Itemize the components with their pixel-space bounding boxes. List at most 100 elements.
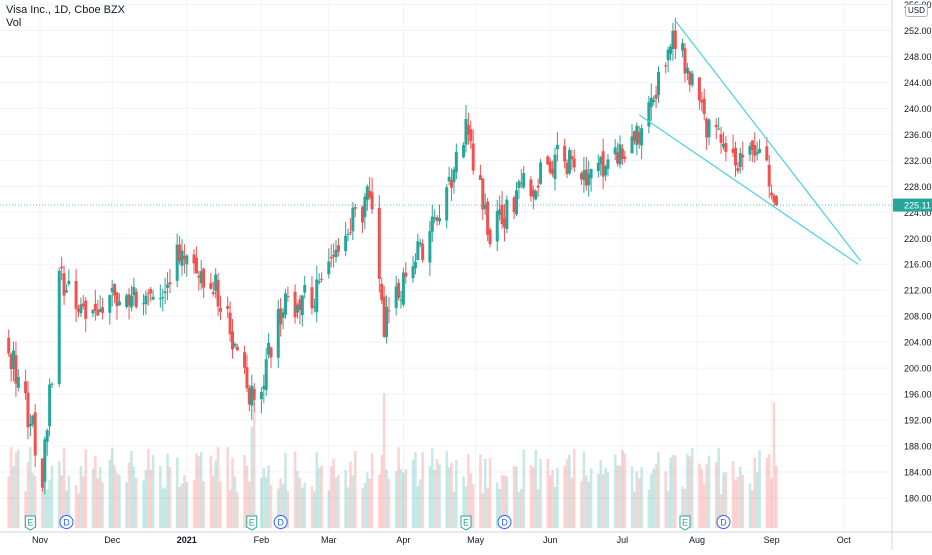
candle-body	[9, 354, 13, 370]
volume-bar	[568, 454, 571, 528]
candle-body	[178, 244, 182, 262]
time-tick-label: Jun	[543, 535, 558, 545]
volume-bar	[286, 490, 290, 528]
candle-body	[269, 347, 273, 358]
candle-body	[262, 385, 266, 390]
candle-body	[666, 49, 670, 61]
dividend-icon[interactable]	[273, 515, 288, 529]
candle-body	[363, 196, 367, 217]
candle-body	[293, 291, 297, 318]
earnings-icon[interactable]	[246, 515, 258, 531]
volume-bar	[243, 455, 246, 528]
candle-body	[180, 250, 184, 266]
candle-body	[498, 209, 502, 215]
dividend-icon[interactable]	[59, 515, 74, 529]
candle-body	[683, 48, 687, 74]
candle-body	[753, 144, 757, 156]
volume-bar	[445, 451, 449, 528]
candle-body	[466, 125, 470, 135]
price-tick-label: 204.00	[904, 338, 932, 348]
volume-bar	[98, 467, 102, 528]
volume-bar	[96, 478, 100, 528]
volume-bar	[500, 475, 504, 528]
candle-body	[652, 99, 656, 102]
candle-body	[218, 308, 222, 312]
candle-body	[584, 169, 588, 186]
volume-bar	[142, 480, 145, 528]
last-price-tag	[893, 198, 932, 212]
candle-body	[43, 439, 47, 482]
candle-body	[534, 190, 538, 200]
candle-body	[144, 295, 148, 305]
dividend-icon[interactable]	[716, 515, 731, 529]
price-tick-label: 244.00	[904, 78, 932, 88]
volume-bar	[731, 460, 735, 528]
candle-body	[101, 307, 105, 313]
volume-bar	[597, 473, 600, 528]
volume-bar	[363, 483, 367, 528]
volume-bar	[115, 473, 119, 528]
candle-body	[599, 157, 603, 165]
candle-body	[231, 331, 235, 350]
volume-bar	[334, 477, 338, 528]
volume-bar	[666, 491, 670, 528]
candle-body	[163, 291, 167, 294]
candle-body	[12, 350, 16, 370]
volume-bar	[657, 451, 660, 528]
volume-bar	[758, 450, 761, 528]
volume-bar	[503, 475, 506, 528]
dividend-icon[interactable]	[497, 515, 512, 529]
volume-bar	[130, 450, 133, 528]
volume-bar	[647, 490, 651, 528]
volume-bar	[127, 462, 131, 528]
price-tick-label: 192.00	[904, 416, 932, 426]
candle-body	[303, 284, 307, 293]
volume-bar	[29, 447, 32, 528]
dividend-marker-label: D	[501, 518, 508, 528]
candle-body	[77, 308, 81, 312]
earnings-icon[interactable]	[24, 515, 36, 531]
candle-body	[750, 140, 754, 150]
volume-bar	[587, 481, 591, 528]
candle-body	[647, 102, 651, 127]
candle-body	[435, 217, 439, 221]
volume-bar	[532, 467, 535, 528]
candle-body	[134, 291, 138, 308]
volume-bar	[748, 483, 752, 528]
candle-body	[772, 195, 776, 203]
candle-body	[401, 272, 405, 305]
candle-body	[245, 367, 249, 389]
volume-bar	[219, 481, 222, 528]
candle-body	[317, 281, 321, 283]
currency-badge[interactable]: USD	[905, 4, 928, 17]
price-tick-label: 232.00	[904, 156, 932, 166]
candle-body	[26, 392, 30, 428]
volume-bar	[671, 455, 675, 528]
candle-body	[209, 282, 213, 289]
volume-bar	[134, 478, 138, 528]
volume-bar	[705, 463, 708, 528]
candle-body	[483, 204, 487, 209]
candle-body	[113, 284, 117, 296]
earnings-icon[interactable]	[460, 515, 472, 531]
volume-bar	[94, 455, 97, 528]
volume-bar	[250, 426, 254, 528]
volume-bar	[479, 454, 482, 528]
candle-body	[767, 164, 771, 187]
volume-bar	[674, 455, 677, 528]
candle-body	[365, 186, 369, 201]
dividend-marker-label: D	[63, 518, 70, 528]
volume-bar	[734, 479, 737, 528]
trendline[interactable]	[638, 114, 859, 265]
volume-bar	[301, 488, 304, 528]
candle-body	[620, 148, 624, 159]
earnings-icon[interactable]	[679, 515, 691, 531]
candle-body	[413, 261, 417, 269]
volume-bar	[455, 460, 458, 528]
volume-bar	[698, 463, 701, 528]
volume-bar	[24, 491, 27, 528]
trendline[interactable]	[674, 20, 862, 262]
candle-body	[98, 309, 102, 312]
